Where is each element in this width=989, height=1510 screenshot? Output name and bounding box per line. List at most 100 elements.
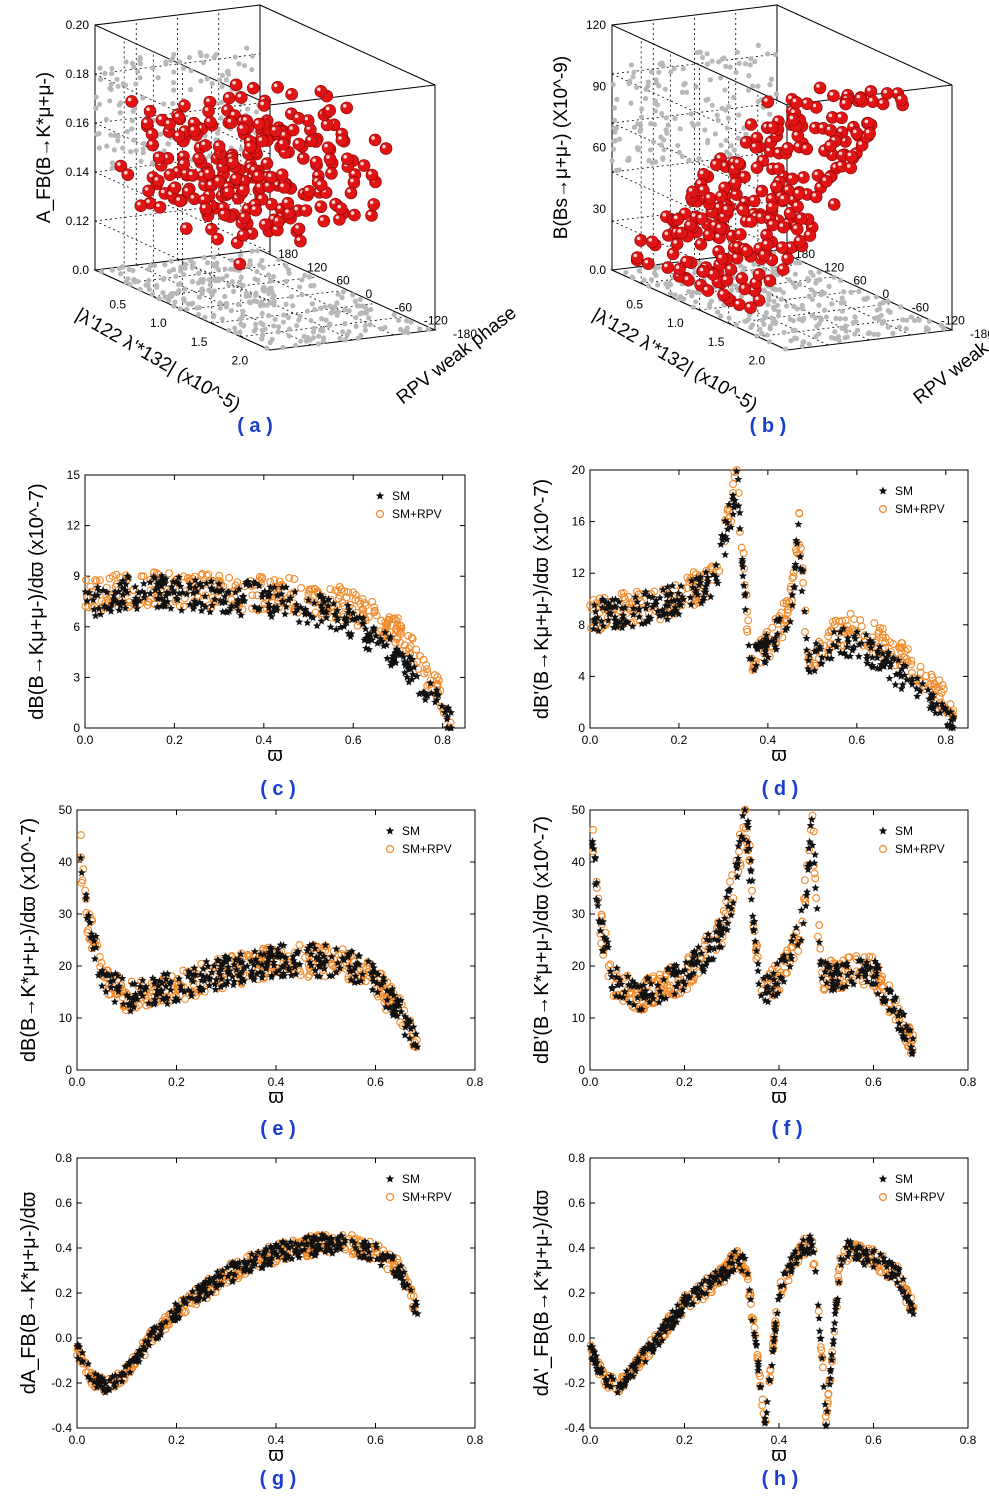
- data-point: [867, 661, 876, 670]
- data-point: [155, 977, 164, 985]
- data-point: [781, 1269, 789, 1277]
- data-point: [181, 1299, 190, 1307]
- data-point: [770, 975, 779, 983]
- data-point: [287, 1254, 296, 1263]
- data-point: [432, 686, 441, 694]
- data-point: [383, 1250, 392, 1259]
- data-point: [794, 520, 803, 528]
- data-point: [894, 1264, 903, 1272]
- data-point: [842, 1243, 851, 1251]
- z-tick-label: 0.0: [72, 263, 89, 277]
- data-point: [825, 647, 834, 655]
- data-point: [151, 585, 160, 594]
- data-point: [163, 999, 172, 1008]
- data-point: [773, 1309, 782, 1317]
- y-tick-label: 0.0: [55, 1331, 72, 1345]
- gray-point: [187, 87, 194, 93]
- data-point: [771, 1327, 780, 1335]
- y-tick-label: 120: [307, 260, 327, 274]
- data-point: [641, 987, 650, 995]
- data-point: [139, 579, 148, 588]
- data-point: [111, 1371, 120, 1380]
- gray-point: [223, 300, 229, 307]
- gray-point: [285, 314, 292, 321]
- data-point: [373, 639, 382, 647]
- gray-point: [334, 300, 340, 306]
- data-point: [392, 624, 401, 633]
- data-point: [255, 572, 264, 581]
- data-point: [355, 951, 364, 960]
- data-point: [385, 613, 394, 622]
- data-point: [343, 601, 352, 609]
- data-point: [270, 576, 279, 585]
- data-point: [716, 929, 724, 937]
- data-point: [404, 677, 413, 686]
- data-point: [637, 1005, 646, 1013]
- data-point: [723, 919, 732, 927]
- data-point: [900, 671, 909, 679]
- data-point: [144, 999, 153, 1007]
- data-point: [88, 944, 97, 953]
- data-point: [879, 993, 888, 1001]
- data-point: [409, 1303, 418, 1311]
- gray-point: [244, 45, 250, 51]
- gray-point: [146, 277, 152, 284]
- data-point: [344, 950, 352, 958]
- data-point: [882, 1262, 891, 1271]
- y-tick-label: 40: [59, 855, 73, 869]
- data-point: [331, 1245, 340, 1254]
- gray-point: [188, 67, 194, 74]
- data-point: [139, 1345, 148, 1353]
- gray-point: [133, 147, 139, 154]
- y-axis-label: dA_FB(B→K*μ+μ-)/dϖ: [18, 1192, 40, 1395]
- data-point: [872, 1256, 881, 1265]
- data-point: [435, 676, 443, 685]
- gray-point: [166, 297, 172, 304]
- data-point: [825, 963, 834, 971]
- gray-point: [237, 329, 243, 335]
- data-point: [689, 953, 698, 962]
- data-point: [189, 971, 198, 979]
- data-point: [106, 990, 115, 999]
- gray-point: [166, 268, 173, 275]
- y-tick-label: 0: [578, 1063, 585, 1077]
- gray-point: [249, 67, 255, 73]
- data-point: [697, 599, 706, 607]
- gray-point: [118, 271, 124, 277]
- data-point: [213, 956, 222, 964]
- data-point: [198, 569, 207, 578]
- data-point: [590, 1347, 599, 1356]
- data-point: [821, 1400, 830, 1408]
- data-point: [99, 586, 108, 594]
- gray-point: [120, 81, 126, 87]
- data-point: [232, 601, 241, 610]
- data-point: [876, 1250, 885, 1258]
- gray-point: [315, 341, 321, 347]
- data-point: [882, 1272, 891, 1280]
- data-point: [289, 588, 298, 597]
- data-point: [827, 654, 836, 662]
- data-point: [648, 1347, 657, 1356]
- data-point: [753, 952, 762, 961]
- data-point: [591, 854, 600, 863]
- data-point: [94, 1380, 103, 1388]
- data-point: [690, 947, 699, 955]
- data-point: [592, 1358, 601, 1366]
- sphere-highlight: [146, 107, 150, 111]
- data-point: [158, 978, 166, 987]
- data-point: [276, 940, 285, 949]
- data-point: [404, 631, 413, 640]
- data-point: [916, 662, 925, 671]
- data-point: [822, 978, 831, 987]
- chart-panel-h: 0.0 0.2 0.4 0.6 0.8-0.4-0.20.00.20.40.60.8ϖd…: [531, 1151, 977, 1490]
- gray-point: [115, 138, 121, 144]
- data-point: [307, 612, 316, 621]
- data-point: [309, 613, 318, 622]
- data-point: [907, 1049, 916, 1058]
- legend-label-sm: SM: [402, 824, 420, 838]
- data-point: [710, 944, 719, 953]
- data-point: [857, 622, 866, 631]
- data-point: [163, 994, 172, 1002]
- data-point: [212, 1283, 221, 1291]
- data-point: [842, 652, 851, 660]
